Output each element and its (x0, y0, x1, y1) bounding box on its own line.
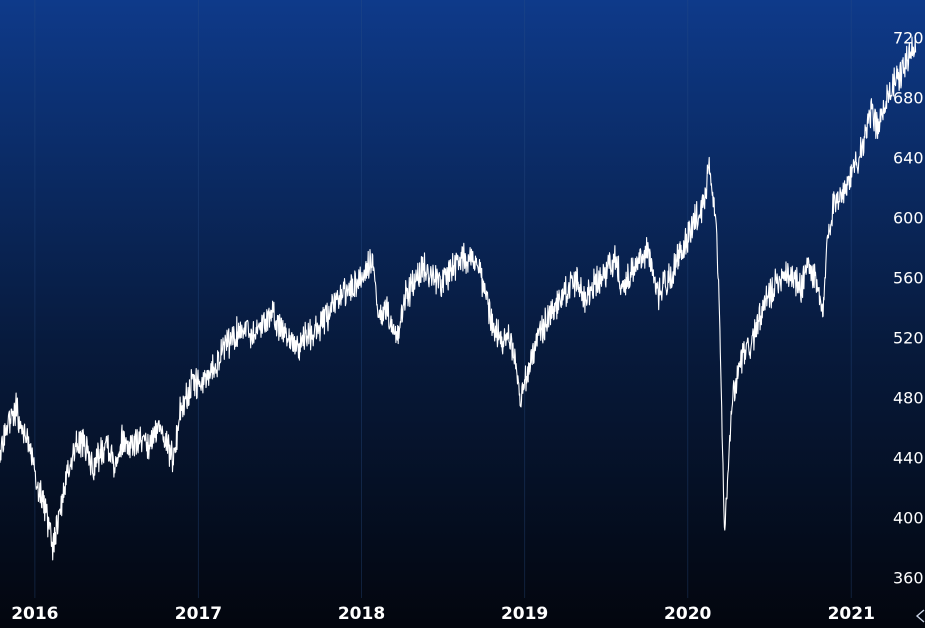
vertical-grid (34, 0, 852, 598)
y-tick-label: 360 (893, 569, 924, 588)
y-axis-tick-labels: 360 400 440 480 520 560 600 640 680 720 (893, 29, 924, 588)
x-tick-label: 2018 (338, 604, 385, 624)
y-tick-label: 560 (893, 269, 924, 288)
y-tick-label: 440 (893, 449, 924, 468)
y-tick-label: 600 (893, 209, 924, 228)
price-series-line (0, 36, 917, 561)
x-tick-label: 2020 (664, 604, 711, 624)
price-series-layer (0, 36, 917, 561)
y-tick-label: 520 (893, 329, 924, 348)
y-tick-label: 400 (893, 509, 924, 528)
y-tick-label: 640 (893, 149, 924, 168)
y-tick-label: 480 (893, 389, 924, 408)
x-tick-label: 2021 (828, 604, 875, 624)
chevron-left-icon[interactable] (915, 609, 925, 623)
x-tick-label: 2019 (501, 604, 548, 624)
y-tick-label: 680 (893, 89, 924, 108)
x-tick-label: 2016 (11, 604, 58, 624)
y-tick-label: 720 (893, 29, 924, 48)
x-axis-tick-labels: 2016 2017 2018 2019 2020 2021 (11, 604, 875, 624)
x-tick-label: 2017 (175, 604, 222, 624)
